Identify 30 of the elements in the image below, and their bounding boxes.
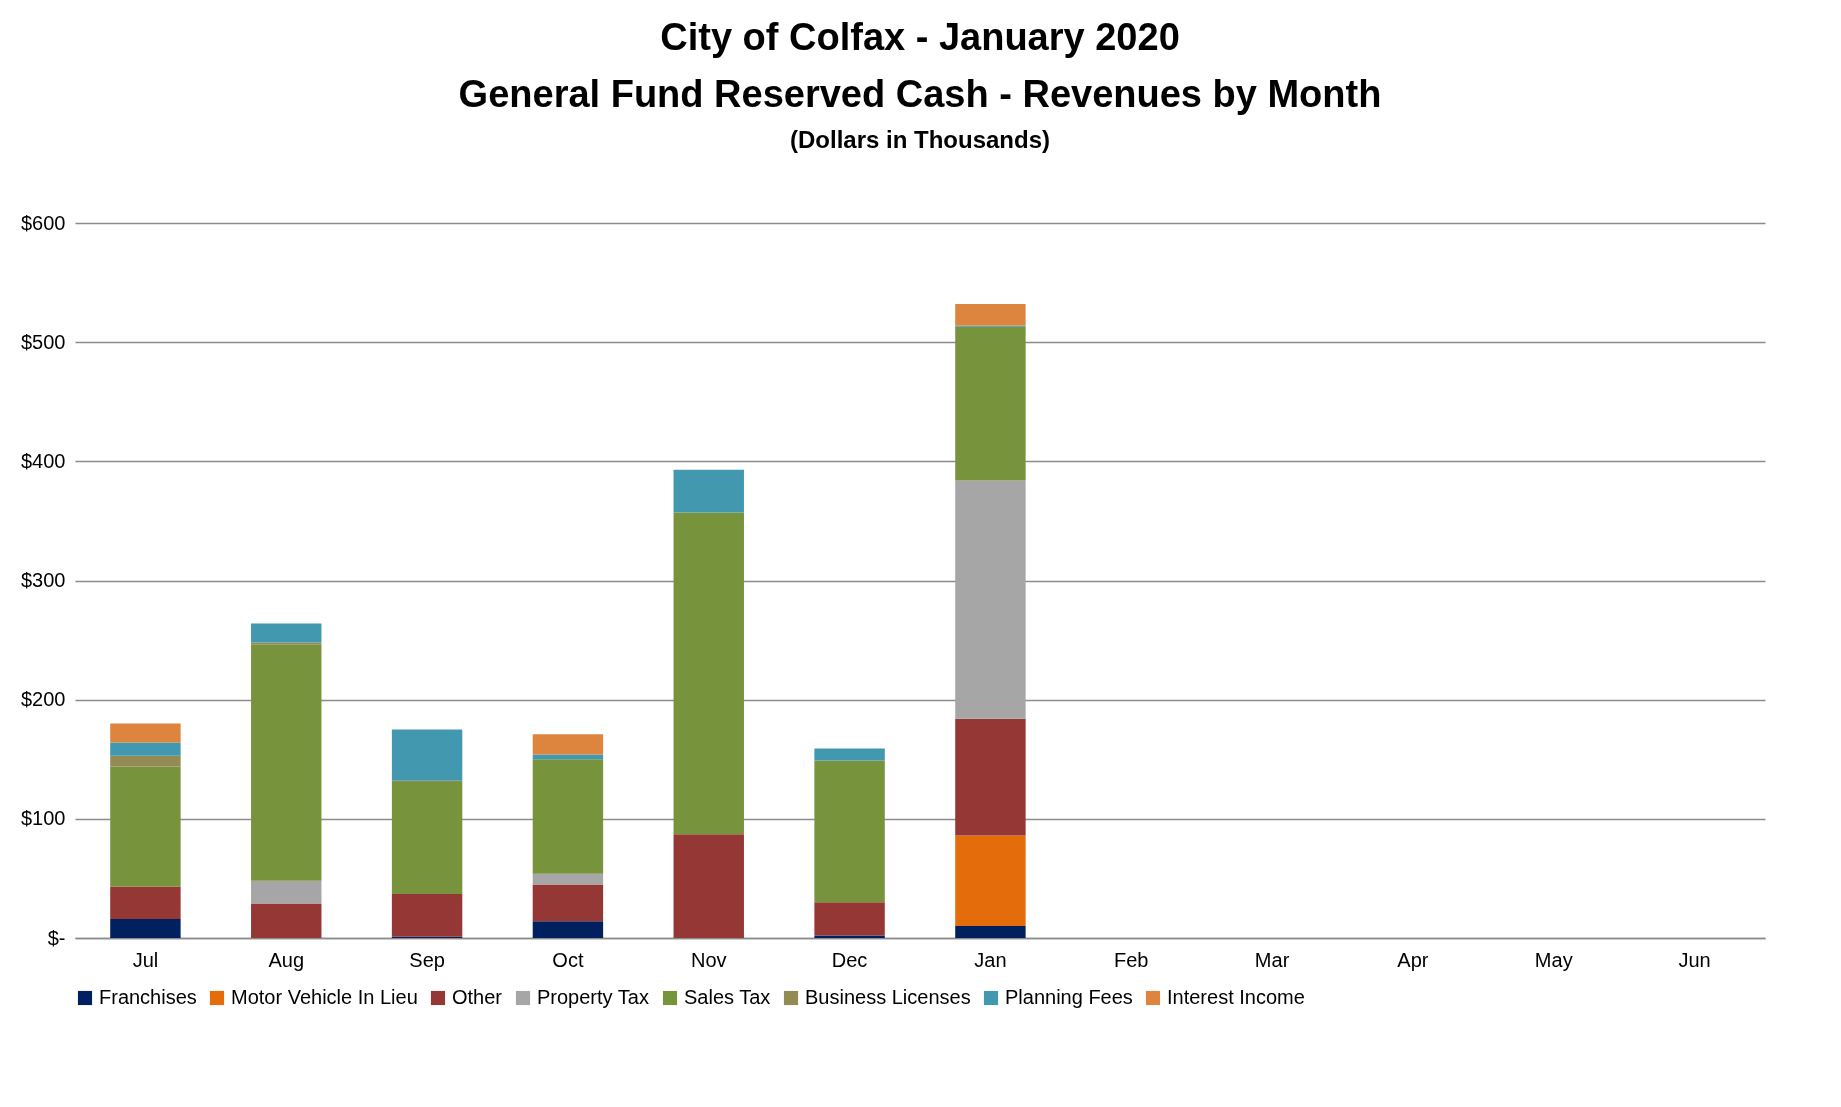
- text: City of Colfax - January 2020: [660, 16, 1180, 58]
- x-tick-label: Jan: [974, 948, 1007, 971]
- y-tick-label: $400: [21, 449, 66, 472]
- x-tick-label: Jul: [132, 948, 159, 971]
- legend-label: Franchises: [99, 986, 197, 1008]
- x-tick-label: Nov: [690, 948, 727, 971]
- x-tick-label: Feb: [1114, 948, 1149, 971]
- y-tick-label: $100: [21, 807, 66, 830]
- chart-subtitle: (Dollars in Thousands): [789, 126, 1051, 153]
- legend-label: Planning Fees: [1005, 986, 1133, 1008]
- legend-label: Business Licenses: [805, 986, 971, 1008]
- x-tick-label: Apr: [1397, 948, 1429, 971]
- x-tick-label: Mar: [1254, 948, 1290, 971]
- y-tick-label: $600: [21, 211, 66, 234]
- x-tick-label: Oct: [552, 948, 584, 971]
- legend-label: Sales Tax: [684, 986, 771, 1008]
- y-tick-label: $200: [21, 688, 66, 711]
- y-tick-label: $-: [47, 926, 66, 949]
- text: General Fund Reserved Cash - Revenues by Month: [458, 73, 1382, 115]
- y-tick-label: $500: [21, 330, 66, 353]
- legend-label: Property Tax: [537, 986, 649, 1008]
- legend-label: Interest Income: [1167, 986, 1305, 1008]
- x-tick-label: Jun: [1678, 948, 1711, 971]
- x-tick-label: May: [1534, 948, 1573, 971]
- legend-label: Other: [452, 986, 503, 1008]
- legend-label: Motor Vehicle In Lieu: [231, 986, 418, 1008]
- x-tick-label: Aug: [268, 948, 305, 971]
- x-tick-label: Sep: [409, 948, 445, 971]
- y-tick-label: $300: [21, 569, 66, 591]
- x-tick-label: Dec: [831, 948, 868, 971]
